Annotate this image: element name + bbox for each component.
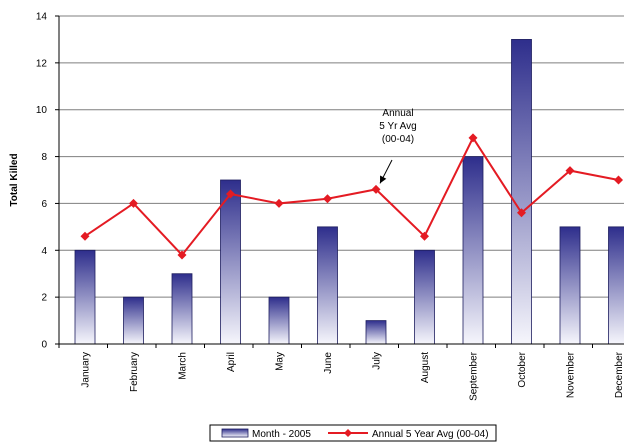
bar — [123, 296, 144, 345]
bar — [462, 156, 484, 345]
legend-label-line: Annual 5 Year Avg (00-04) — [372, 429, 489, 440]
line-marker — [565, 166, 575, 176]
line-marker — [129, 198, 138, 208]
bar — [365, 320, 387, 345]
bar-series — [74, 39, 624, 345]
line-marker — [177, 250, 187, 260]
annotation-text: 5 Yr Avg — [379, 121, 416, 132]
annotation-text: (00-04) — [382, 134, 414, 145]
y-tick-label: 14 — [36, 12, 48, 23]
y-axis-title: Total Killed — [9, 153, 20, 206]
y-tick-label: 12 — [36, 58, 48, 69]
bar — [559, 226, 581, 345]
bar — [220, 179, 241, 345]
line-marker — [468, 133, 478, 143]
x-tick-label: October — [517, 351, 528, 387]
x-tick-label: March — [178, 352, 189, 380]
bar — [414, 249, 435, 345]
line-marker — [323, 194, 332, 204]
line-marker — [517, 208, 526, 218]
legend: Month - 2005 Annual 5 Year Avg (00-04) — [209, 424, 497, 442]
grid-lines — [59, 15, 624, 298]
line-marker — [420, 231, 429, 241]
annotation: Annual 5 Yr Avg (00-04) — [379, 108, 417, 184]
bar — [608, 226, 624, 345]
y-tick-label: 2 — [41, 293, 47, 304]
line-marker — [226, 189, 235, 199]
bar — [171, 273, 193, 345]
bar — [317, 226, 338, 345]
legend-swatch-bar — [221, 428, 249, 438]
line-marker — [371, 184, 381, 194]
x-tick-label: April — [226, 352, 237, 372]
y-tick-label: 4 — [41, 246, 47, 257]
y-tick-label: 8 — [41, 152, 47, 163]
x-tick-label: February — [129, 352, 140, 392]
bar — [511, 39, 532, 345]
y-tick-label: 6 — [41, 199, 47, 210]
bar — [268, 296, 290, 345]
average-line-series — [80, 133, 623, 260]
line-marker — [80, 231, 90, 241]
x-tick-label: June — [323, 352, 334, 374]
x-tick-label: August — [420, 352, 431, 383]
x-tick-label: September — [469, 351, 480, 401]
x-tick-label: May — [275, 352, 286, 371]
annotation-arrowhead — [380, 175, 387, 184]
x-tick-label: July — [372, 352, 383, 370]
legend-swatch-marker — [344, 429, 352, 437]
line-marker — [614, 175, 623, 185]
line-marker — [274, 198, 284, 208]
y-tick-label: 0 — [41, 340, 47, 351]
average-line — [84, 135, 619, 257]
legend-label-bar: Month - 2005 — [252, 429, 311, 440]
x-tick-label: January — [81, 352, 92, 388]
x-tick-label: December — [614, 351, 624, 398]
axes — [55, 15, 624, 348]
x-tick-label: November — [566, 351, 577, 398]
axis-labels: 0 2 4 6 8 10 12 14 January February March April May J… — [9, 12, 624, 401]
annotation-text: Annual — [382, 108, 413, 119]
bar — [74, 249, 96, 345]
y-tick-label: 10 — [36, 105, 48, 116]
